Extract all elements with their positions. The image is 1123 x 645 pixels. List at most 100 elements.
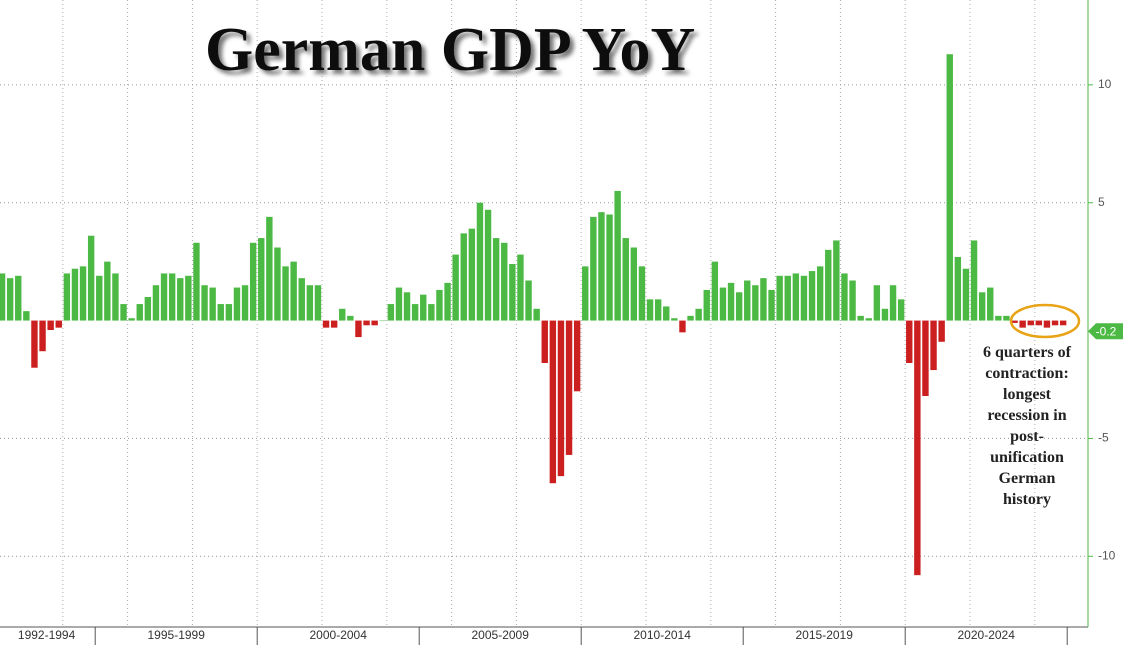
bar	[938, 320, 945, 342]
bar	[606, 214, 613, 321]
bar	[330, 320, 338, 328]
bar	[452, 254, 459, 321]
bar	[630, 247, 638, 321]
bar	[517, 254, 524, 321]
bar	[760, 278, 767, 321]
bar	[47, 320, 54, 330]
bar	[168, 273, 176, 321]
bar	[906, 320, 913, 363]
bar	[249, 242, 257, 321]
bar	[792, 273, 800, 321]
bar	[160, 273, 168, 321]
bar	[306, 285, 314, 321]
bar	[6, 278, 14, 321]
bar	[1059, 320, 1067, 326]
bar	[962, 268, 970, 321]
bar	[987, 287, 994, 321]
bar	[39, 320, 46, 352]
annotation-line: contraction:	[985, 365, 1069, 382]
annotation-line: 6 quarters of	[983, 344, 1071, 361]
bar	[379, 320, 386, 322]
bar	[128, 318, 135, 321]
bar	[509, 264, 516, 321]
bar	[0, 273, 6, 321]
bar	[363, 320, 370, 326]
bar	[784, 275, 791, 321]
last-value-tag	[1088, 323, 1123, 340]
bar	[711, 261, 719, 321]
bar	[897, 299, 905, 321]
bar	[857, 315, 864, 321]
bar	[703, 289, 710, 321]
bar	[484, 209, 492, 321]
annotation-line: longest	[1003, 386, 1051, 403]
bar	[549, 320, 557, 484]
x-period-label: 2005-2009	[472, 628, 530, 642]
bar	[776, 275, 783, 321]
bar	[1035, 320, 1043, 326]
bar	[573, 320, 581, 392]
bar	[266, 216, 273, 321]
bar	[403, 292, 411, 321]
annotation-line: unification	[990, 449, 1064, 466]
bar	[347, 315, 354, 321]
bar	[970, 240, 978, 321]
bar	[1043, 320, 1051, 328]
bar	[492, 238, 500, 321]
bar	[646, 299, 654, 321]
bar	[428, 304, 435, 321]
bar	[185, 275, 192, 321]
annotation-line: history	[1003, 491, 1051, 508]
bar	[735, 292, 743, 321]
bar	[841, 273, 848, 321]
x-period-label: 1995-1999	[148, 628, 206, 642]
chart-title: German GDP YoY	[205, 16, 695, 84]
bar	[833, 240, 840, 321]
bar	[1003, 315, 1010, 321]
bar	[501, 242, 508, 321]
bar	[687, 315, 694, 321]
x-period-label: 2015-2019	[796, 628, 854, 642]
bar	[930, 320, 937, 371]
bar	[209, 287, 216, 321]
bar	[258, 238, 265, 321]
bar	[104, 261, 111, 321]
bar	[476, 202, 484, 321]
bar	[565, 320, 573, 455]
bar	[177, 278, 184, 321]
last-value-label: -0.2	[1096, 324, 1117, 338]
bar	[460, 233, 467, 321]
bar	[695, 308, 702, 321]
bar	[825, 249, 832, 321]
annotation-line: recession in	[987, 407, 1067, 424]
bar	[808, 271, 816, 321]
annotation-line: German	[998, 470, 1056, 487]
bar	[387, 304, 395, 321]
bar	[1011, 320, 1018, 323]
bar	[322, 320, 330, 328]
bar	[978, 292, 986, 321]
bar	[411, 304, 419, 321]
bar	[15, 275, 22, 321]
bar	[71, 268, 79, 321]
bar	[63, 273, 71, 321]
bar	[355, 320, 362, 338]
bar	[314, 285, 322, 321]
bar	[525, 280, 532, 321]
bar	[816, 266, 824, 321]
bar	[241, 285, 249, 321]
x-period-label: 1992-1994	[18, 628, 76, 642]
bar	[55, 320, 62, 328]
bar	[719, 287, 727, 321]
bar	[468, 228, 476, 321]
bar	[193, 242, 200, 321]
bar	[282, 266, 289, 321]
bar	[217, 304, 224, 321]
bar	[800, 275, 808, 321]
bar	[144, 297, 152, 321]
bar	[1019, 320, 1026, 328]
bar	[298, 278, 305, 321]
bar	[889, 285, 897, 321]
